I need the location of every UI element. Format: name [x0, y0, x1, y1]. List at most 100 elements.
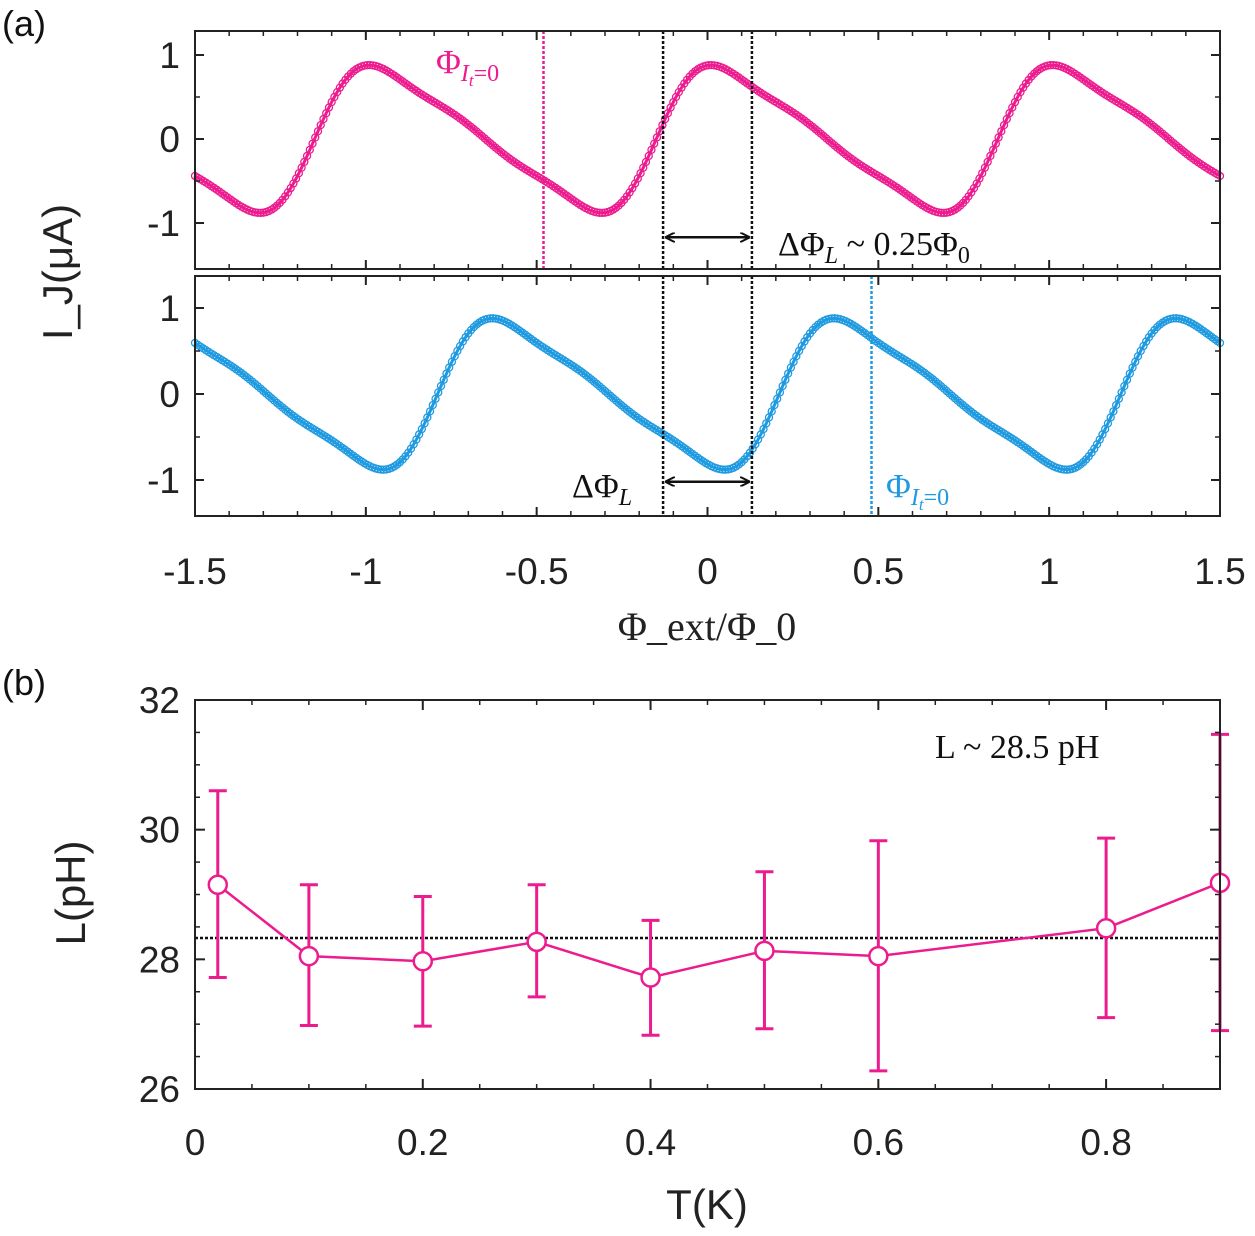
data-point: [1062, 465, 1072, 474]
phi-label-main-bottom: Φ: [886, 468, 911, 505]
y-tick-label: 0: [159, 119, 180, 160]
x-tick-label: 0: [697, 551, 718, 592]
data-point: [272, 201, 282, 210]
phi-it0-label-top: ΦIt=0: [436, 44, 499, 90]
data-point: [283, 188, 293, 197]
x-tick-label: 1: [1039, 551, 1060, 592]
panel-a-x-tick-labels: -1.5 -1 -0.5 0 0.5 1 1.5: [163, 551, 1246, 592]
x-tick-label: 0.8: [1080, 1122, 1131, 1163]
data-point: [598, 208, 607, 218]
data-point: [614, 201, 623, 210]
phi-it0-label-bottom: ΦIt=0: [886, 468, 949, 514]
data-point: [1079, 458, 1088, 467]
data-point: [677, 83, 686, 92]
data-line-bottom: [194, 316, 1221, 472]
phi-label-tail-bottom: =0: [924, 485, 950, 511]
y-tick-label: 30: [139, 810, 180, 851]
data-point: [1142, 337, 1151, 346]
delta-phi-main: ΔΦ: [778, 226, 825, 263]
subplot-bottom-ticks: [194, 276, 1221, 516]
data-point: [253, 208, 263, 217]
delta-phi-sub: L: [824, 243, 838, 269]
data-line-top: [194, 63, 1221, 215]
data-point: [937, 208, 946, 217]
phi-label-subsub: t: [469, 71, 475, 90]
subplot-top: ΔΦL ~ 0.25Φ0 ΦIt=0: [190, 30, 1225, 270]
data-point: [332, 87, 342, 97]
x-tick-label: 0.5: [853, 551, 904, 592]
panel-b-content: [195, 732, 1231, 1073]
phi-label-main: Φ: [436, 44, 461, 81]
data-point: [207, 874, 229, 896]
data-point: [754, 940, 775, 962]
panel-b-x-axis-title: T(K): [666, 1181, 748, 1228]
data-point: [640, 967, 661, 988]
x-tick-label: 0: [185, 1122, 206, 1163]
data-point: [967, 188, 976, 197]
data-point: [1046, 61, 1055, 70]
panel-a-x-axis-title: Φ_ext/Φ_0: [618, 604, 796, 649]
data-point: [365, 60, 375, 70]
data-point: [956, 201, 965, 210]
data-point: [737, 458, 746, 467]
data-point: [1095, 917, 1117, 939]
subplot-top-ticks: [194, 31, 1221, 269]
phi-label-subsub-bottom: t: [919, 495, 925, 514]
y-tick-label: 1: [159, 35, 180, 76]
y-tick-label: -1: [147, 203, 180, 244]
data-point: [674, 87, 683, 97]
panel-label-b: (b): [2, 662, 46, 703]
y-tick-label: 0: [159, 374, 180, 415]
data-point: [406, 444, 416, 453]
data-point: [335, 83, 345, 92]
data-point: [811, 322, 820, 332]
phi-label-sub: I: [460, 61, 470, 87]
data-point: [1169, 314, 1178, 323]
data-point: [469, 322, 478, 332]
y-tick-label: 28: [139, 939, 180, 980]
data-point: [721, 465, 730, 474]
data-point: [379, 465, 388, 474]
data-point: [526, 931, 547, 953]
inductance-annotation: L ~ 28.5 pH: [935, 729, 1099, 766]
delta-phi-tail-sub: 0: [958, 243, 970, 269]
delta-phi-annotation-bottom: ΔΦL: [572, 468, 632, 511]
data-point: [1016, 87, 1025, 97]
data-point: [830, 314, 839, 323]
ylabel-a: I_J(μA): [34, 204, 81, 340]
y-tick-label: 32: [139, 680, 180, 721]
data-point: [412, 951, 434, 972]
subplot-top-content: [190, 31, 1225, 269]
data-point: [1019, 83, 1028, 92]
panel-a-y-axis-title: I_J(μA): [34, 204, 81, 340]
data-point: [1152, 322, 1162, 332]
x-tick-label: 0.2: [397, 1122, 448, 1163]
phi-label-tail: =0: [474, 61, 500, 87]
delta-phi-sub-bottom: L: [618, 485, 632, 511]
data-point: [256, 208, 265, 218]
data-point: [1090, 444, 1099, 453]
data-point: [486, 314, 495, 323]
y-tick-label: -1: [147, 460, 180, 501]
panel-a-y-tick-labels: -1 0 1 -1 0 1: [147, 35, 180, 501]
data-point: [488, 314, 498, 323]
subplot-bottom-frame: [194, 275, 1221, 517]
x-tick-label: -1: [349, 551, 382, 592]
subplot-bottom: ΔΦL ΦIt=0: [190, 275, 1225, 517]
data-point: [800, 337, 809, 346]
data-point: [395, 458, 405, 467]
data-point: [595, 208, 604, 217]
data-point: [868, 945, 889, 967]
data-point: [298, 945, 320, 967]
data-point: [827, 314, 837, 323]
y-tick-label: 26: [139, 1069, 180, 1110]
x-tick-label: -1.5: [163, 551, 227, 592]
x-tick-label: 0.6: [853, 1122, 904, 1163]
y-tick-label: 1: [159, 288, 180, 329]
data-point: [363, 61, 372, 70]
phi-label-sub-bottom: I: [910, 485, 920, 511]
data-point: [718, 465, 727, 474]
panel-b-y-axis-title: L(pH): [47, 840, 94, 945]
data-point: [625, 188, 634, 197]
